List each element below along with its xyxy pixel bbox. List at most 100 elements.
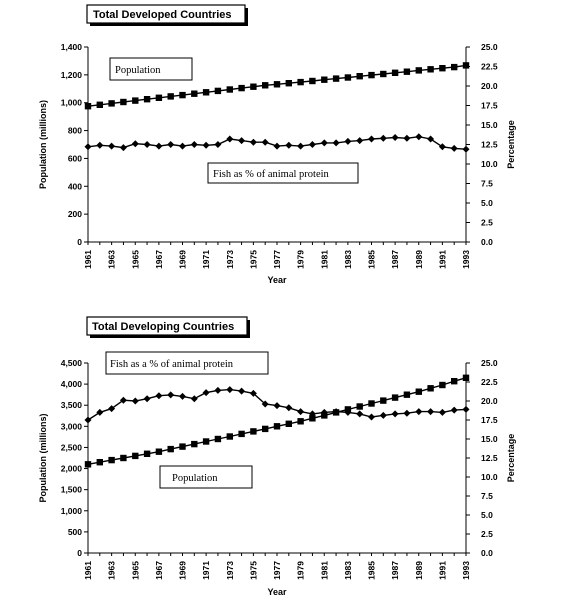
chart1-right-tick-label: 10.0 xyxy=(481,159,498,169)
chart2-fish-point xyxy=(415,408,423,416)
chart1-population-point xyxy=(309,77,316,85)
chart2-fish-point xyxy=(308,410,316,418)
chart2-x-tick-label: 1985 xyxy=(367,561,377,580)
chart2-series-label-1: Population xyxy=(172,473,218,484)
chart1-right-tick-label: 22.5 xyxy=(481,62,498,72)
chart2-right-tick-label: 20.0 xyxy=(481,396,498,406)
chart1-population-point xyxy=(96,101,103,108)
chart1-population-point xyxy=(403,68,411,75)
chart2-x-tick-label: 1981 xyxy=(319,561,329,580)
chart1-fish-point xyxy=(356,137,364,145)
chart1-fish-point xyxy=(226,135,234,143)
chart2-fish-point xyxy=(368,413,375,421)
chart1-population-point xyxy=(368,71,375,79)
chart1-right-tick-label: 12.5 xyxy=(481,140,498,150)
chart2-x-tick-label: 1965 xyxy=(130,561,140,580)
chart1-left-tick-label: 400 xyxy=(68,181,82,191)
chart1-left-tick-label: 200 xyxy=(68,209,82,219)
chart2-fish-point xyxy=(84,416,92,424)
chart1-fish-point xyxy=(332,139,340,147)
chart1-fish-point xyxy=(368,135,375,143)
chart2-fish-point xyxy=(226,386,234,394)
chart2-x-tick-label: 1987 xyxy=(390,561,400,580)
chart1-x-title: Year xyxy=(267,275,287,285)
chart1-x-tick-label: 1963 xyxy=(107,250,117,269)
chart2-population-point xyxy=(451,378,458,385)
chart2-fish-point xyxy=(403,409,411,417)
chart2-x-title: Year xyxy=(267,587,287,597)
chart1-fish-point xyxy=(379,134,387,142)
chart2-fish-point xyxy=(297,408,305,416)
chart1-right-tick-label: 15.0 xyxy=(481,120,498,130)
chart1-x-tick-label: 1969 xyxy=(178,250,188,269)
chart2-right-tick-label: 0.0 xyxy=(481,548,493,558)
chart1-population-point xyxy=(132,97,139,104)
chart1-x-tick-label: 1993 xyxy=(461,250,471,269)
chart1-population-point xyxy=(167,93,174,100)
chart2-fish-point xyxy=(143,395,151,403)
chart1-fish-point xyxy=(143,141,151,148)
chart1-population-point xyxy=(191,90,198,97)
chart2-fish-point xyxy=(155,392,163,400)
chart2-fish-point xyxy=(108,405,116,413)
chart1-right-tick-label: 20.0 xyxy=(481,81,498,91)
chart2-x-tick-label: 1975 xyxy=(248,561,258,580)
chart2-x-tick-label: 1963 xyxy=(107,561,117,580)
chart2-title-box: Total Developing Countries xyxy=(86,316,250,338)
chart2-fish-point xyxy=(273,402,281,410)
chart2-population-point xyxy=(439,381,446,389)
chart1-fish-point xyxy=(167,141,175,148)
chart2-series-label-2: Fish as a % of animal protein xyxy=(110,359,234,370)
chart1-population-point xyxy=(356,73,363,80)
chart1-title-box: Total Developed Countries xyxy=(86,4,248,26)
chart2-left-tick-label: 2,000 xyxy=(61,464,83,474)
chart2-right-tick-label: 25.0 xyxy=(481,358,498,368)
chart2-population-point xyxy=(120,454,127,462)
chart2-population-point xyxy=(179,443,186,450)
chart2-left-tick-label: 2,500 xyxy=(61,442,83,452)
chart1-left-tick-label: 1,200 xyxy=(61,70,83,80)
chart1-left-tick-label: 1,400 xyxy=(61,42,83,52)
chart1-x-tick-label: 1981 xyxy=(319,250,329,269)
chart2-fish-point xyxy=(356,410,364,418)
chart2-x-tick-label: 1979 xyxy=(296,561,306,580)
chart1-x-tick-label: 1971 xyxy=(201,250,211,269)
chart1-series-label-1: Population xyxy=(115,65,161,76)
chart1-x-tick-label: 1961 xyxy=(83,250,93,269)
chart1-fish-point xyxy=(202,141,210,149)
chart2-right-tick-label: 2.5 xyxy=(481,529,493,539)
chart1-fish-point xyxy=(261,138,269,146)
chart1-fish-point xyxy=(391,134,399,141)
chart2-y-left-title: Population (millions) xyxy=(38,414,48,503)
chart2-fish-point xyxy=(214,386,222,394)
chart2-right-tick-label: 7.5 xyxy=(481,491,493,501)
chart1-population-point xyxy=(143,96,151,103)
chart2-fish-point xyxy=(167,391,175,399)
chart1-x-tick-label: 1987 xyxy=(390,250,400,269)
chart1-fish-point xyxy=(320,139,328,147)
chart1-population-point xyxy=(285,80,292,87)
chart1-fish-point xyxy=(462,145,470,153)
chart1-population-point xyxy=(344,74,352,81)
chart2-population-point xyxy=(226,433,233,440)
chart1-population-point xyxy=(84,103,92,110)
chart1-population-point xyxy=(108,100,115,107)
chart2-population-point xyxy=(391,394,399,401)
chart2-left-tick-label: 1,500 xyxy=(61,485,83,495)
chart1-fish-point xyxy=(119,144,127,152)
chart1-population-point xyxy=(415,67,422,74)
chart1-x-tick-label: 1989 xyxy=(414,250,424,269)
chart2-fish-point xyxy=(344,408,352,416)
chart2-population-point xyxy=(96,459,103,466)
chart2-population-point xyxy=(462,374,470,381)
chart1-fish-point xyxy=(415,133,423,141)
chart2-right-tick-label: 17.5 xyxy=(481,415,498,425)
chart2-population-point xyxy=(403,391,411,398)
chart1-left-tick-label: 800 xyxy=(68,126,82,136)
chart1-population-point xyxy=(120,98,127,106)
chart2-x-tick-label: 1969 xyxy=(178,561,188,580)
chart2-fish-point xyxy=(261,400,269,408)
chart2-series-label-box-2 xyxy=(105,351,269,375)
chart1-fish-point xyxy=(285,141,293,149)
